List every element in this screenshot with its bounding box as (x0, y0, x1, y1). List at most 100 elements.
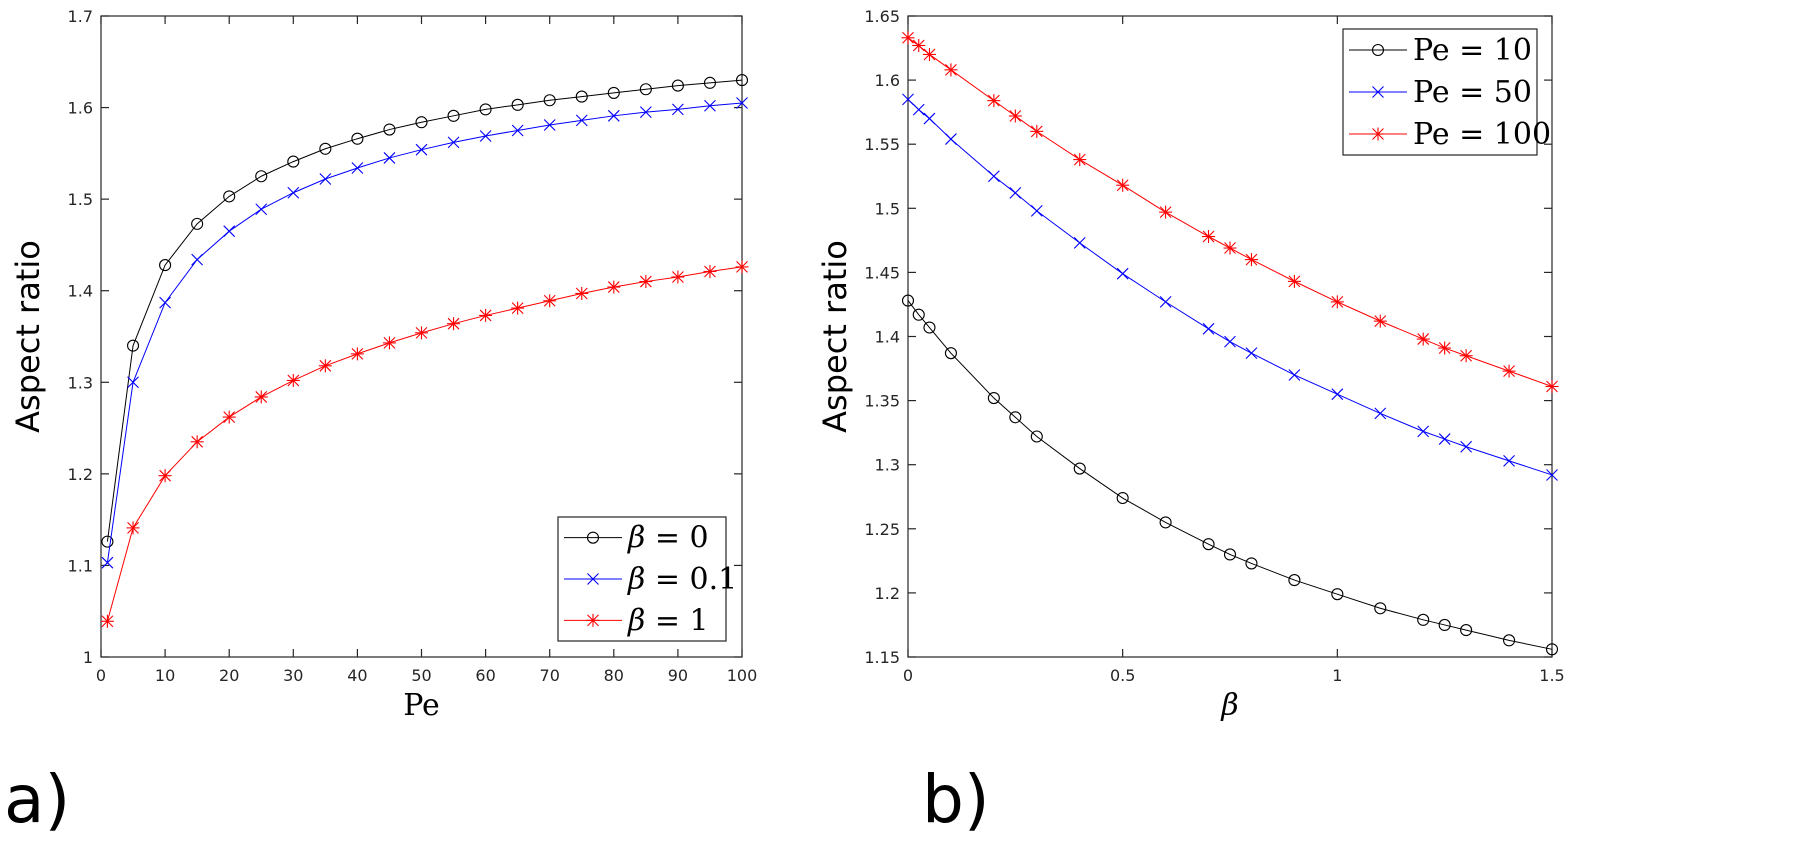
p0-legend-marker (587, 573, 599, 585)
p1-ytick-label: 1.45 (864, 263, 900, 282)
p1-legend-symbol: Pe (1413, 117, 1450, 152)
p0-data-point (319, 142, 332, 155)
p0-data-point (159, 296, 171, 309)
p1-ytick-label: 1.4 (875, 328, 900, 347)
p1-data-point (1030, 204, 1043, 217)
p0-data-point (735, 74, 749, 87)
p0-legend-marker (586, 613, 600, 627)
p0-data-point (543, 119, 556, 131)
p1-data-point (1008, 109, 1022, 123)
p1-data-point (912, 103, 925, 116)
p1-data-point (1245, 557, 1258, 570)
p1-data-point (1459, 349, 1473, 363)
p1-legend-marker (1371, 43, 1385, 57)
p1-data-point (1116, 491, 1129, 505)
p0-data-point (575, 286, 589, 300)
p1-data-point (1116, 178, 1130, 192)
p1-y-axis-label: Aspect ratio (816, 240, 854, 433)
p0-data-point (703, 264, 717, 278)
p1-data-point (1009, 411, 1022, 424)
p1-series-2 (901, 31, 1559, 393)
p0-data-point (191, 217, 204, 230)
p0-data-point (639, 106, 652, 119)
p1-legend-value: = 10 (1450, 33, 1532, 68)
p1-series-line-0 (907, 300, 1553, 650)
p0-data-point (511, 98, 524, 111)
p0-data-point (607, 86, 620, 99)
p1-legend-value: = 50 (1450, 75, 1532, 110)
p0-data-point (479, 103, 492, 116)
p1-data-point (945, 133, 957, 145)
p0-legend-entry: β = 0 (564, 521, 709, 556)
p0-data-point (351, 162, 364, 174)
p1-legend-value: = 100 (1450, 117, 1551, 152)
p1-data-point (1417, 425, 1430, 438)
p0-data-point (703, 76, 717, 89)
p0-data-point (704, 99, 716, 112)
p1-data-point (923, 112, 936, 125)
p1-ytick-label: 1.55 (864, 135, 900, 154)
p0-data-point (575, 114, 588, 127)
p1-data-point (1202, 230, 1216, 244)
p0-data-point (671, 270, 685, 284)
p0-data-point (287, 155, 300, 168)
p1-data-point (1417, 613, 1430, 626)
p0-data-point (158, 469, 172, 483)
p1-data-point (944, 63, 958, 77)
p1-legend-entry: Pe = 100 (1349, 117, 1551, 152)
p0-x-axis-label: Pe (403, 688, 440, 723)
p1-legend-label: Pe = 50 (1413, 75, 1532, 110)
p1-legend-marker (1372, 86, 1384, 98)
p0-data-point (191, 253, 204, 266)
p1-data-point (1438, 618, 1451, 632)
p0-data-point (639, 83, 652, 96)
p1-legend-symbol: Pe (1413, 75, 1450, 110)
p0-xtick-label: 80 (604, 666, 624, 685)
p0-data-point (223, 190, 236, 203)
p1-data-point (922, 47, 936, 61)
p1-data-point (1159, 205, 1173, 219)
p0-legend-marker (586, 531, 600, 544)
p1-data-point (1244, 253, 1258, 267)
p0-legend-symbol: β (627, 603, 645, 638)
panel-a-label: a) (4, 761, 70, 838)
p0-legend-label: β = 1 (627, 603, 709, 638)
p1-data-point (1331, 588, 1344, 601)
p1-data-point (1546, 469, 1558, 481)
p1-data-point (1330, 295, 1344, 309)
p0-legend-label: β = 0.1 (627, 562, 737, 597)
p0-data-point (101, 535, 114, 548)
p0-series-line-0 (106, 79, 743, 542)
p1-data-point (1460, 624, 1473, 637)
p1-data-point (901, 31, 915, 45)
p1-data-point (1073, 153, 1087, 167)
p0-xtick-label: 60 (475, 666, 495, 685)
p0-data-point (318, 359, 332, 373)
p1-legend-label: Pe = 100 (1413, 117, 1551, 152)
p0-data-point (415, 143, 428, 156)
p0-data-point (223, 225, 236, 238)
p0-data-point (100, 614, 114, 628)
p0-data-point (190, 435, 204, 449)
p0-legend-symbol: β (627, 562, 645, 597)
p1-ytick-label: 1.2 (875, 584, 900, 603)
p0-legend-value: = 1 (645, 603, 708, 638)
p1-ytick-label: 1.15 (864, 648, 900, 667)
p0-data-point (672, 103, 684, 116)
p0-data-point (543, 94, 556, 107)
p1-data-point (987, 94, 1001, 108)
p0-series-0 (101, 74, 749, 548)
p0-data-point (575, 90, 588, 103)
p0-data-point (511, 301, 525, 315)
p1-data-point (1502, 364, 1516, 378)
p0-data-point (382, 336, 396, 350)
p1-data-point (1416, 332, 1430, 346)
p1-data-point (1288, 369, 1301, 381)
chart-a: 0 10 20 30 40 50 60 70 80 90 100 1 1.1 1.2 1.3 1.4 1.5 1.… (9, 7, 757, 723)
p1-legend-marker (1371, 127, 1385, 141)
p0-ytick-label: 1.2 (68, 465, 93, 484)
panel-b-label: b) (922, 761, 990, 838)
p0-data-point (639, 275, 653, 289)
p1-data-point (912, 38, 926, 52)
